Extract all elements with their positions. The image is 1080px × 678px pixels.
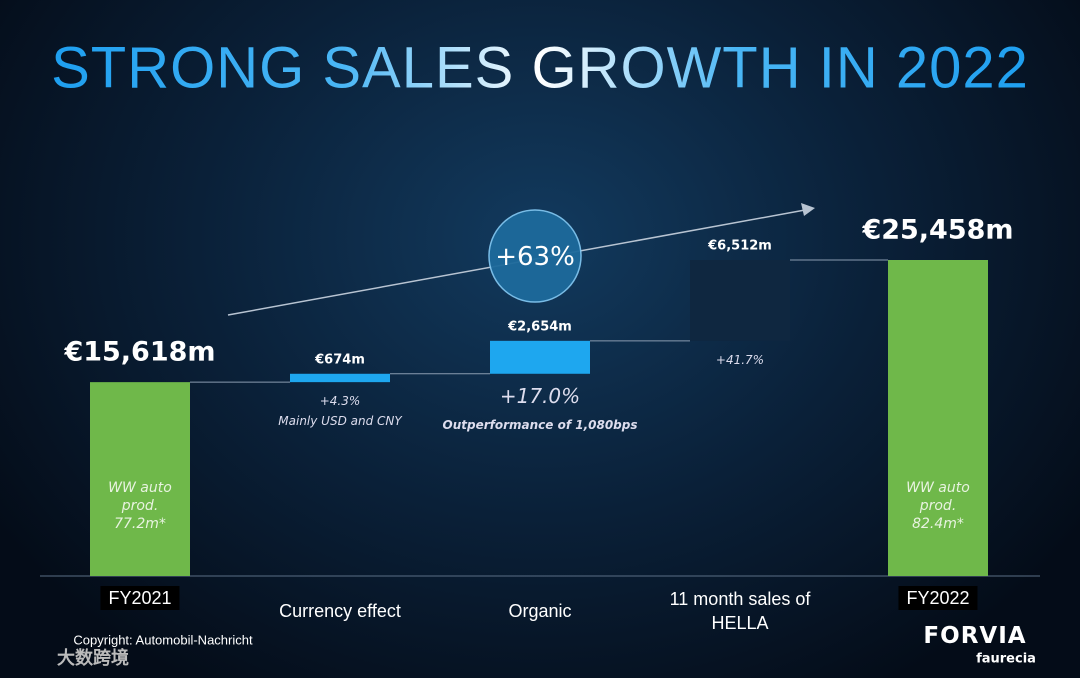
note: Mainly USD and CNY bbox=[278, 414, 402, 429]
bar bbox=[690, 260, 790, 341]
bar bbox=[490, 340, 590, 374]
x-tick-label: Currency effect bbox=[279, 601, 401, 621]
value-label: €2,654m bbox=[508, 319, 572, 335]
note: Outperformance of 1,080bps bbox=[442, 417, 638, 432]
growth-label: +41.7% bbox=[715, 352, 765, 367]
logo-sub: faurecia bbox=[976, 651, 1036, 667]
growth-label: +4.3% bbox=[319, 393, 361, 408]
x-tick-label: 11 month sales of HELLA bbox=[669, 589, 811, 633]
x-tick-label: FY2022 bbox=[898, 586, 978, 610]
growth-circle bbox=[488, 209, 582, 303]
x-tick-label: Organic bbox=[508, 601, 572, 621]
overall-growth: +63% bbox=[495, 242, 575, 272]
growth-label: +17.0% bbox=[499, 383, 581, 408]
x-tick-label: FY2021 bbox=[100, 586, 180, 610]
value-label: €15,618m bbox=[64, 336, 216, 368]
bar bbox=[290, 373, 390, 383]
value-label: €25,458m bbox=[862, 214, 1014, 246]
bar bbox=[90, 382, 190, 576]
value-label: €6,512m bbox=[708, 238, 772, 254]
bar-text: WW auto prod. 77.2m* bbox=[108, 480, 172, 532]
watermark: 大数跨境 bbox=[57, 648, 129, 669]
bar-text: WW auto prod. 82.4m* bbox=[906, 480, 970, 532]
bar bbox=[888, 260, 988, 576]
slide-title: STRONG SALES GROWTH IN 2022 bbox=[51, 35, 1029, 101]
value-label: €674m bbox=[315, 352, 365, 368]
copyright: Copyright: Automobil-Nachricht bbox=[73, 632, 253, 648]
arrow-head bbox=[801, 203, 815, 216]
logo-name: FORVIA bbox=[923, 623, 1027, 649]
